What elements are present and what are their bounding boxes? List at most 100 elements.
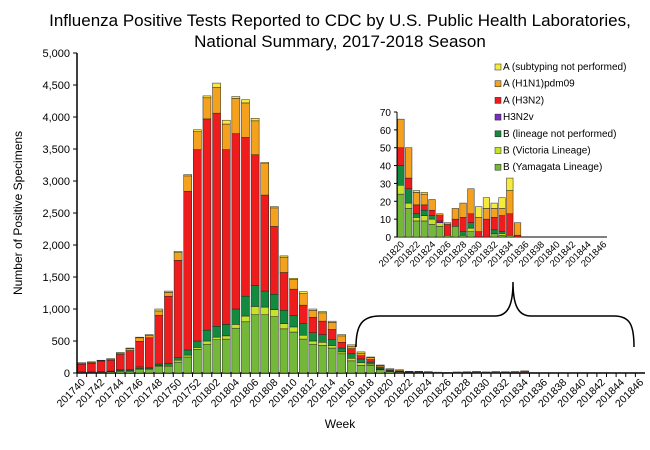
bar-segment: [260, 194, 269, 292]
inset-bar-segment: [506, 213, 514, 236]
inset-bar-segment: [451, 226, 459, 238]
inset-bar-segment: [459, 217, 467, 232]
inset-bar-segment: [467, 231, 475, 238]
bar-segment: [510, 371, 520, 373]
bar-segment: [270, 294, 279, 310]
inset-y-tick-label: 20: [380, 197, 392, 208]
inset-bar-segment: [498, 231, 506, 234]
inset-bar-segment: [506, 234, 514, 238]
x-axis-label: Week: [325, 417, 356, 431]
inset-bar-segment: [405, 147, 413, 179]
bar-segment: [193, 149, 202, 342]
bar-segment: [173, 251, 183, 253]
bar-segment: [375, 369, 385, 374]
inset-bar-segment: [467, 213, 475, 223]
bar-segment: [183, 356, 192, 374]
legend-swatch: [494, 80, 502, 87]
bar-segment: [356, 358, 366, 364]
bar-segment: [193, 129, 202, 132]
bar-segment: [96, 361, 106, 372]
inset-bar-segment: [467, 222, 475, 229]
bar-segment: [385, 368, 395, 371]
bar-segment: [144, 334, 154, 339]
inset-bar-segment: [405, 188, 413, 204]
inset-y-tick-label: 30: [380, 179, 392, 190]
bar-segment: [241, 321, 250, 374]
bar-segment: [520, 370, 529, 372]
inset-bar-segment: [436, 222, 444, 227]
inset-bar-segment: [459, 231, 467, 236]
inset-bar-segment: [475, 231, 483, 238]
bar-segment: [356, 362, 366, 366]
bar-segment: [173, 252, 183, 261]
bar-segment: [462, 371, 472, 373]
bar-segment: [202, 118, 212, 331]
legend-swatch: [494, 113, 502, 121]
bar-segment: [135, 368, 144, 374]
bar-segment: [270, 316, 279, 374]
y-tick-label: 0: [64, 368, 70, 380]
bar-segment: [173, 357, 183, 361]
bar-segment: [106, 358, 115, 360]
inset-bar-segment: [428, 218, 436, 225]
bar-segment: [183, 174, 192, 177]
inset-bar-segment: [405, 177, 413, 190]
bar-segment: [202, 95, 212, 99]
inset-y-tick-label: 10: [380, 215, 392, 226]
bar-segment: [183, 190, 192, 351]
inset-y-tick-label: 50: [380, 144, 392, 155]
legend-entry: H3N2v: [503, 112, 534, 123]
bar-segment: [308, 308, 318, 311]
bar-segment: [337, 335, 347, 343]
bar-segment: [87, 361, 96, 363]
bar-segment: [481, 371, 491, 373]
y-tick-label: 1,500: [42, 272, 70, 284]
bar-segment: [260, 163, 269, 196]
inset-bar-segment: [428, 209, 436, 216]
inset-bar-segment: [506, 177, 514, 191]
bar-segment: [347, 358, 356, 362]
bar-segment: [327, 329, 337, 340]
bar-segment: [270, 207, 279, 227]
bar-segment: [173, 359, 183, 363]
bar-segment: [289, 315, 298, 328]
inset-bar-segment: [459, 202, 467, 218]
legend-swatch: [494, 163, 502, 171]
inset-bar-segment: [412, 213, 420, 218]
bar-segment: [347, 344, 356, 347]
y-tick-label: 2,500: [42, 208, 70, 220]
legend-swatch: [494, 97, 502, 104]
bar-segment: [193, 131, 202, 150]
inset-bar-segment: [420, 215, 428, 222]
inset-y-tick-label: 60: [380, 126, 392, 137]
legend-swatch: [494, 147, 502, 154]
bar-segment: [250, 285, 260, 307]
bar-segment: [250, 118, 260, 122]
bar-segment: [279, 255, 289, 258]
bar-segment: [164, 295, 173, 364]
bar-segment: [231, 96, 241, 99]
inset-bar-segment: [498, 208, 506, 216]
inset-bar-segment: [451, 208, 459, 220]
bar-segment: [193, 340, 202, 348]
bar-segment: [212, 339, 221, 374]
bar-segment: [327, 345, 337, 349]
bar-segment: [366, 361, 375, 365]
bar-segment: [125, 348, 135, 351]
inset-bar-segment: [412, 192, 420, 206]
bar-segment: [327, 322, 337, 330]
inset-bar-segment: [428, 199, 436, 211]
bar-segment: [260, 162, 269, 164]
bar-segment: [183, 175, 192, 192]
y-tick-label: 1,000: [42, 304, 70, 316]
chart-title: National Summary, 2017-2018 Season: [194, 32, 486, 51]
bar-segment: [212, 326, 221, 338]
y-tick-label: 2,000: [42, 240, 70, 252]
bar-segment: [241, 315, 250, 323]
bar-segment: [241, 99, 250, 104]
inset-bar-segment: [482, 218, 490, 238]
inset-bar-segment: [412, 217, 420, 222]
bar-segment: [116, 352, 125, 354]
bar-segment: [106, 359, 115, 372]
